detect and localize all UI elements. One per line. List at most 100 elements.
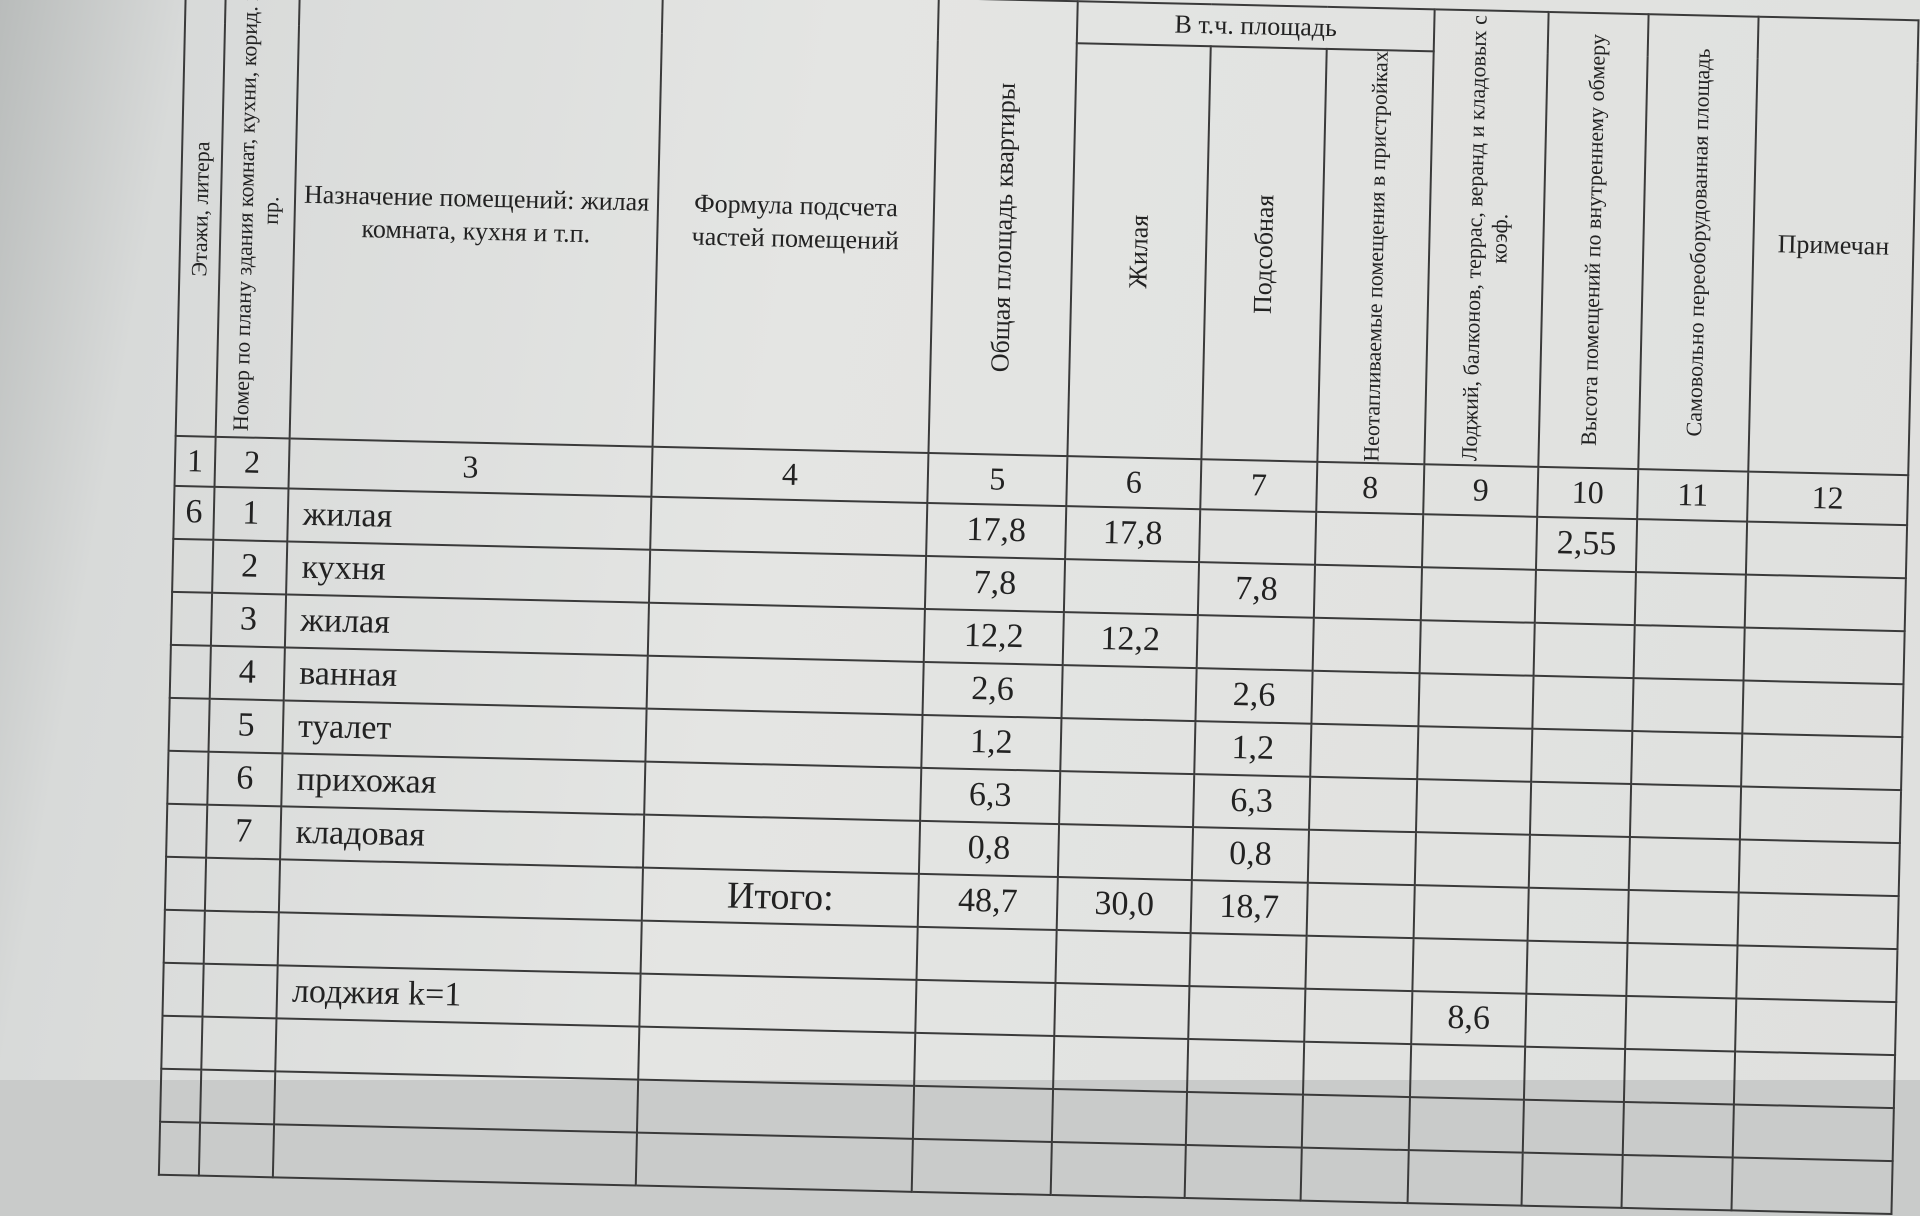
empty-cell [911,1138,1052,1195]
empty-cell [1409,1043,1526,1100]
column-number: 5 [927,452,1068,506]
empty-cell [1623,1048,1736,1105]
column-number: 9 [1423,463,1539,517]
total-area-cell: 12,2 [923,608,1064,665]
floor-cell [168,697,210,752]
empty-cell [275,1018,640,1080]
empty-cell [1521,1152,1623,1208]
empty-cell [201,1016,277,1072]
height-cell [1529,781,1632,837]
column-number: 2 [214,436,290,489]
empty-cell [647,602,925,662]
column-number: 10 [1537,466,1639,519]
empty-cell [1626,942,1738,999]
loggia-area-cell [1414,831,1530,888]
total-area-cell: 2,6 [922,661,1063,718]
loggia-name-cell: лоджия k=1 [276,965,641,1027]
empty-cell [163,909,205,964]
empty-cell [1315,511,1424,567]
empty-cell [914,1032,1055,1089]
living-area-cell: 17,8 [1065,505,1201,562]
floor-cell [170,591,213,646]
floor-cell [167,750,209,805]
room-name-cell: кладовая [280,806,645,868]
header-room-number: Номер по плану здания комнат, кухни, кор… [215,0,300,439]
empty-cell [1300,1147,1409,1203]
empty-cell [1309,776,1418,832]
room-name-cell: жилая [284,594,649,656]
empty-cell [1628,836,1740,893]
room-number-cell: 2 [212,539,288,595]
empty-cell [1055,929,1191,986]
empty-cell [1635,518,1748,575]
empty-cell [203,910,279,966]
header-total-area: Общая площадь квартиры [928,0,1078,456]
room-name-cell: прихожая [281,753,646,815]
empty-cell [645,708,923,768]
header-unheated: Неотапливаемые помещения в пристройках [1317,48,1434,464]
empty-cell [272,1124,637,1186]
loggia-area-cell [1415,778,1532,835]
room-number-cell: 6 [207,751,283,807]
column-number: 12 [1747,471,1909,525]
loggia-area-cell [1417,725,1533,782]
total-area-cell: 0,8 [918,820,1060,877]
empty-cell [1522,1099,1624,1155]
floor-cell: 6 [173,485,215,540]
empty-cell [204,857,281,913]
empty-cell [1305,935,1414,991]
living-area-cell: 12,2 [1062,611,1198,668]
height-cell: 2,55 [1535,516,1638,572]
empty-cell [1632,677,1744,734]
loggia-area-cell [1418,672,1534,729]
empty-cell [1525,993,1627,1049]
total-area-cell: 1,2 [921,714,1062,771]
empty-cell [1743,627,1905,684]
room-name-cell: туалет [282,700,647,762]
height-cell [1533,622,1635,678]
empty-cell [1310,723,1419,779]
empty-cell [1731,1157,1893,1214]
living-area-cell [1063,558,1200,615]
room-number-cell: 4 [209,645,285,701]
empty-cell [916,926,1057,983]
empty-cell [640,920,918,980]
height-cell [1532,675,1634,731]
empty-cell [1413,884,1529,941]
empty-cell [1313,564,1423,620]
living-area-cell [1059,770,1195,827]
empty-cell [1054,982,1190,1039]
empty-cell [1634,571,1746,628]
empty-cell [1631,730,1743,787]
empty-cell [1526,940,1628,996]
empty-cell [642,814,921,874]
header-note: Примечан [1748,16,1919,475]
total-area-sum: 48,7 [917,873,1058,930]
empty-cell [1184,1144,1302,1201]
floor-cell [172,538,214,593]
empty-cell [1311,670,1420,726]
empty-cell [164,856,207,911]
total-area-cell: 6,3 [920,767,1061,824]
empty-cell [1629,783,1742,840]
empty-cell [1737,892,1899,949]
aux-area-cell [1199,508,1317,565]
empty-cell [636,1079,915,1139]
header-purpose: Назначение помещений: жилая комната, кух… [289,0,663,447]
height-cell [1534,569,1636,625]
empty-cell [1741,733,1903,790]
empty-cell [1306,882,1415,938]
aux-area-sum: 18,7 [1190,879,1308,936]
empty-cell [639,973,917,1033]
room-number-cell: 1 [213,486,289,542]
column-number: 3 [288,438,653,497]
empty-cell [1187,1038,1305,1095]
room-number-cell: 5 [208,698,284,754]
aux-area-cell: 1,2 [1194,720,1312,777]
total-area-cell: 7,8 [924,555,1066,612]
empty-cell [1412,937,1528,994]
empty-cell [1745,521,1908,578]
empty-cell [1736,945,1898,1002]
empty-cell [648,549,927,609]
header-unauthorized: Самовольно переоборудованная площадь [1638,14,1759,472]
